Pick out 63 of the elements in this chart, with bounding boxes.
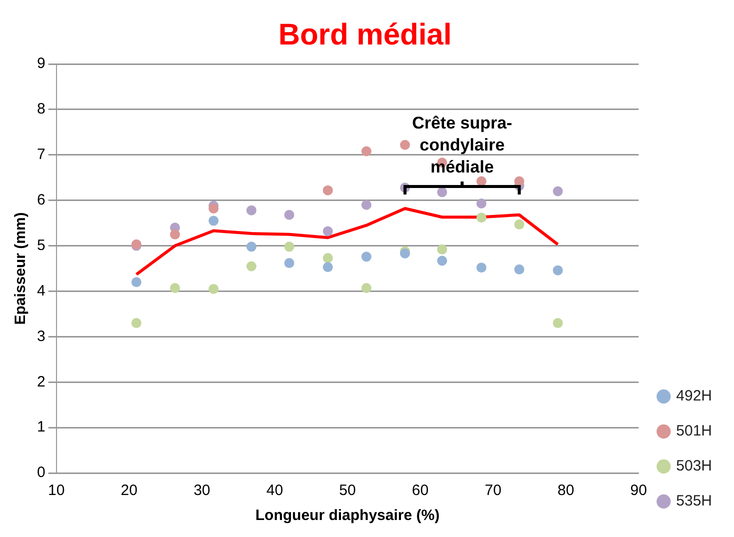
point bbox=[476, 198, 486, 209]
point bbox=[361, 200, 372, 210]
legend-label: 492H bbox=[676, 388, 712, 405]
point bbox=[170, 229, 180, 240]
point bbox=[552, 265, 563, 276]
point bbox=[400, 140, 410, 150]
point bbox=[361, 283, 372, 294]
point bbox=[322, 226, 333, 236]
x-tick-label: 60 bbox=[412, 482, 429, 500]
legend-label: 503H bbox=[676, 458, 712, 475]
point bbox=[361, 146, 372, 156]
point bbox=[400, 248, 410, 259]
x-tick-label: 80 bbox=[558, 482, 574, 500]
y-tick-label: 1 bbox=[37, 418, 46, 436]
x-tick-label: 40 bbox=[266, 482, 284, 500]
point bbox=[552, 186, 563, 196]
point bbox=[246, 261, 256, 272]
point bbox=[437, 187, 448, 198]
point bbox=[514, 176, 524, 186]
point bbox=[437, 256, 448, 266]
point bbox=[246, 205, 256, 216]
x-tick-label: 50 bbox=[339, 482, 356, 500]
point bbox=[476, 262, 486, 273]
x-tick-label: 90 bbox=[630, 482, 647, 500]
point bbox=[437, 244, 448, 254]
point bbox=[284, 258, 294, 268]
y-tick-label: 6 bbox=[37, 191, 46, 208]
point bbox=[131, 318, 142, 328]
legend-label: 535H bbox=[676, 492, 712, 510]
y-axis-title: Epaisseur (mm) bbox=[12, 212, 30, 325]
y-tick-label: 3 bbox=[37, 328, 46, 345]
point bbox=[131, 277, 142, 288]
point bbox=[208, 216, 219, 226]
point bbox=[322, 253, 333, 264]
y-tick-label: 0 bbox=[37, 464, 46, 482]
point bbox=[208, 204, 219, 214]
point bbox=[208, 284, 219, 294]
legend-label: 501H bbox=[676, 422, 712, 440]
point bbox=[322, 185, 333, 196]
point bbox=[322, 262, 333, 272]
y-tick-label: 4 bbox=[37, 282, 46, 300]
x-tick-label: 20 bbox=[120, 482, 138, 500]
y-tick-label: 7 bbox=[37, 146, 46, 164]
x-tick-label: 10 bbox=[48, 482, 65, 500]
point bbox=[284, 242, 294, 252]
point bbox=[361, 252, 372, 262]
x-axis-title: Longueur diaphysaire (%) bbox=[255, 507, 440, 524]
annotation: Crête supra- condylaire médiale bbox=[412, 114, 512, 177]
x-tick-label: 70 bbox=[484, 482, 502, 500]
y-tick-label: 5 bbox=[37, 236, 46, 254]
point bbox=[246, 242, 256, 252]
point bbox=[514, 264, 524, 274]
point bbox=[170, 283, 180, 294]
point bbox=[514, 219, 524, 230]
y-tick-label: 8 bbox=[37, 100, 46, 118]
x-tick-label: 30 bbox=[194, 482, 210, 500]
y-tick-label: 9 bbox=[37, 55, 46, 72]
point bbox=[552, 318, 563, 328]
y-tick-label: 2 bbox=[37, 373, 46, 390]
point bbox=[476, 212, 486, 223]
point bbox=[284, 210, 294, 220]
chart-title: Bord médial bbox=[278, 18, 452, 52]
point bbox=[476, 176, 486, 186]
